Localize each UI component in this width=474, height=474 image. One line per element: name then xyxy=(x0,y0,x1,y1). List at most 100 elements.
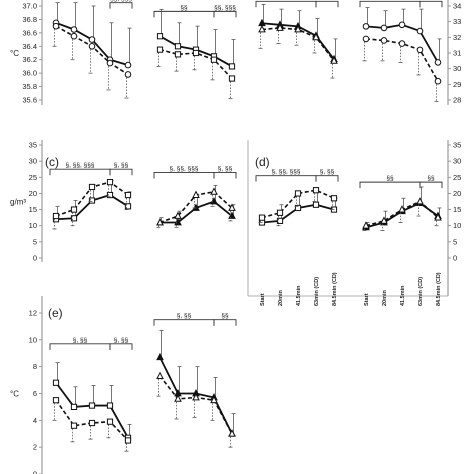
data-point xyxy=(434,77,442,85)
data-point xyxy=(192,393,200,401)
series-solid xyxy=(52,362,132,441)
y-tick-label: 0 xyxy=(33,470,37,474)
data-point xyxy=(362,221,370,229)
significance-label: §, §§, §§§ xyxy=(66,162,95,169)
series-solid xyxy=(52,2,132,69)
significance-label: §, §§, §§§ xyxy=(170,165,199,172)
significance-label: §§, §§§ xyxy=(214,4,236,11)
data-point xyxy=(294,204,302,212)
y-axis-label: g/m³ xyxy=(10,198,26,207)
data-point xyxy=(156,33,164,40)
data-point xyxy=(294,25,302,33)
y-tick-label: 25 xyxy=(29,173,37,182)
data-point xyxy=(192,190,200,198)
series-dashed xyxy=(156,187,236,228)
significance-bracket xyxy=(109,2,133,9)
data-point xyxy=(174,43,182,50)
significance-label: §, §§ xyxy=(114,337,129,344)
data-point xyxy=(156,371,164,379)
y-tick-label: 5 xyxy=(33,237,37,246)
chart-d-right: 0 5 10 15 20 25 30 35 Start 20min 41.5min 63min (CD… xyxy=(359,141,461,306)
data-point xyxy=(70,206,78,213)
y-tick-label: 30 xyxy=(453,64,461,73)
y-tick-label: 36.6 xyxy=(22,28,37,37)
x-category-label: Start xyxy=(260,293,266,306)
significance-label: §, §§ xyxy=(218,165,233,172)
significance-bracket xyxy=(213,10,237,18)
data-point xyxy=(312,187,320,194)
significance-label: §, §§ xyxy=(320,169,335,176)
y-tick-label: 8 xyxy=(33,362,37,371)
significance-label: §§ xyxy=(180,4,188,11)
data-point xyxy=(156,352,164,361)
data-point xyxy=(294,190,302,197)
panel-label-c: (c) xyxy=(45,155,59,169)
significance-bracket xyxy=(153,171,215,179)
data-point xyxy=(88,36,96,43)
data-point xyxy=(106,402,114,409)
chart-b-right: 28 29 30 31 32 33 34 xyxy=(359,0,461,105)
data-point xyxy=(88,42,96,50)
chart-e-left: 0 2 4 6 8 10 12 °C §, §§ §, §§ xyxy=(10,309,133,474)
data-point xyxy=(258,214,266,221)
series-dashed xyxy=(362,197,442,231)
y-tick-label: 28 xyxy=(453,96,461,105)
data-point xyxy=(174,394,182,402)
significance-bracket xyxy=(419,181,443,189)
significance-bracket xyxy=(359,0,421,8)
significance-bracket xyxy=(255,175,317,182)
y-tick-label: 35.8 xyxy=(22,82,37,91)
series-line xyxy=(55,25,129,76)
x-category-label: 63min (CD) xyxy=(418,277,424,306)
data-point xyxy=(228,429,236,437)
y-tick-label: 30 xyxy=(29,157,37,166)
series-solid xyxy=(156,330,236,437)
data-point xyxy=(70,32,78,40)
data-point xyxy=(416,197,424,205)
series-line xyxy=(159,375,233,435)
chart-d-left: Start 20min 41.5min 63min (CD) 84.5min (CD) §… xyxy=(255,169,339,306)
data-point xyxy=(362,35,370,43)
data-point xyxy=(106,191,114,199)
data-point xyxy=(124,61,132,69)
significance-bracket xyxy=(109,168,133,176)
significance-bracket xyxy=(153,319,215,326)
significance-label: §, §§ xyxy=(73,337,88,344)
significance-label: §§ xyxy=(386,175,394,182)
y-axis-label: °C xyxy=(10,49,19,58)
significance-bracket xyxy=(49,343,111,350)
significance-bracket xyxy=(153,10,215,18)
x-category-label: 84.5min (CD) xyxy=(436,272,442,306)
chart-e-right: §, §§ §§ xyxy=(153,313,237,448)
significance-label: §, §§ xyxy=(177,313,192,320)
data-point xyxy=(210,197,218,205)
x-category-label: 63min (CD) xyxy=(314,277,320,306)
y-tick-label: 15 xyxy=(29,205,37,214)
panels: 35.6 35.8 36.0 36.2 36.4 36.6 36.8 37.0 °C §§, §§… xyxy=(10,0,461,474)
y-tick-label: 34 xyxy=(453,2,461,11)
data-point xyxy=(398,40,406,47)
y-tick-label: 20 xyxy=(453,189,461,198)
chart-a-right: §§ §§, §§§ xyxy=(153,4,237,100)
data-point xyxy=(312,201,320,208)
data-point xyxy=(124,71,132,78)
data-point xyxy=(106,418,114,425)
data-point xyxy=(52,397,60,404)
data-point xyxy=(70,215,78,222)
chart-a-left: 35.6 35.8 36.0 36.2 36.4 36.6 36.8 37.0 °C §§, §§… xyxy=(10,0,133,105)
data-point xyxy=(52,22,60,30)
data-point xyxy=(398,205,406,213)
series-dashed xyxy=(258,187,338,227)
data-point xyxy=(362,23,370,30)
data-point xyxy=(210,56,218,63)
significance-label: §, §§ xyxy=(114,162,129,169)
y-tick-label: 2 xyxy=(33,443,37,452)
data-point xyxy=(88,402,96,409)
data-point xyxy=(434,59,442,66)
series-dashed xyxy=(52,22,132,99)
y-tick-label: 36.0 xyxy=(22,69,37,78)
data-point xyxy=(124,437,132,444)
chart-c-left: 0 5 10 15 20 25 30 35 g/m³ §, §§, §§§ §, §§ xyxy=(10,141,133,263)
x-category-label: 20min xyxy=(278,289,284,306)
